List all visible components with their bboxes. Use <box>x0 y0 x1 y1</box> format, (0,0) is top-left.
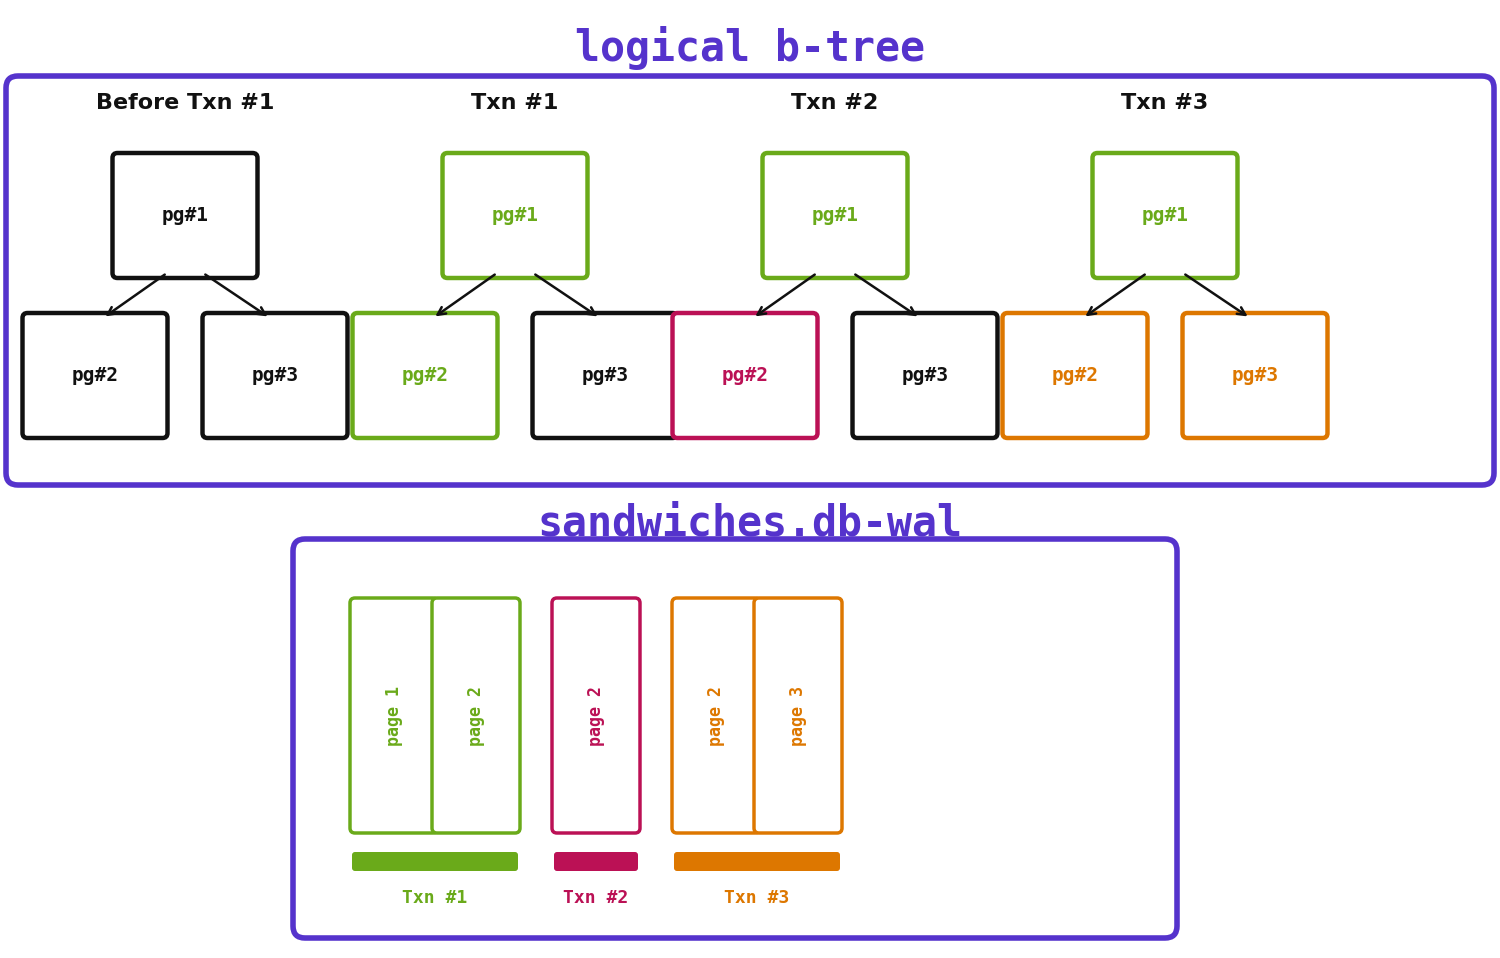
FancyBboxPatch shape <box>442 153 588 278</box>
Text: pg#1: pg#1 <box>162 206 209 225</box>
Text: Txn #3: Txn #3 <box>724 889 789 907</box>
FancyBboxPatch shape <box>762 153 908 278</box>
FancyBboxPatch shape <box>352 852 518 871</box>
Text: pg#3: pg#3 <box>1232 366 1278 385</box>
FancyBboxPatch shape <box>1092 153 1238 278</box>
FancyBboxPatch shape <box>22 313 168 438</box>
FancyBboxPatch shape <box>674 852 840 871</box>
FancyBboxPatch shape <box>112 153 258 278</box>
Text: Txn #1: Txn #1 <box>402 889 468 907</box>
FancyBboxPatch shape <box>754 598 842 833</box>
Text: page 2: page 2 <box>466 686 484 745</box>
FancyBboxPatch shape <box>1002 313 1148 438</box>
FancyBboxPatch shape <box>852 313 998 438</box>
Text: page 2: page 2 <box>586 686 604 745</box>
Text: pg#2: pg#2 <box>1052 366 1098 385</box>
FancyBboxPatch shape <box>672 313 818 438</box>
Text: Before Txn #1: Before Txn #1 <box>96 93 274 113</box>
Text: logical b-tree: logical b-tree <box>574 26 926 70</box>
FancyBboxPatch shape <box>202 313 348 438</box>
Text: pg#3: pg#3 <box>902 366 948 385</box>
Text: pg#1: pg#1 <box>812 206 858 225</box>
FancyBboxPatch shape <box>1182 313 1328 438</box>
FancyBboxPatch shape <box>432 598 520 833</box>
FancyBboxPatch shape <box>532 313 678 438</box>
Text: pg#1: pg#1 <box>1142 206 1188 225</box>
FancyBboxPatch shape <box>6 76 1494 485</box>
Text: pg#3: pg#3 <box>252 366 298 385</box>
Text: Txn #2: Txn #2 <box>564 889 628 907</box>
Text: sandwiches.db-wal: sandwiches.db-wal <box>537 502 963 544</box>
Text: pg#2: pg#2 <box>72 366 118 385</box>
Text: page 3: page 3 <box>789 686 807 745</box>
FancyBboxPatch shape <box>352 313 498 438</box>
Text: pg#2: pg#2 <box>722 366 768 385</box>
FancyBboxPatch shape <box>672 598 760 833</box>
Text: page 2: page 2 <box>706 686 724 745</box>
FancyBboxPatch shape <box>292 539 1178 938</box>
FancyBboxPatch shape <box>552 598 640 833</box>
Text: page 1: page 1 <box>386 686 404 745</box>
Text: Txn #1: Txn #1 <box>471 93 558 113</box>
Text: pg#1: pg#1 <box>492 206 538 225</box>
Text: pg#3: pg#3 <box>582 366 628 385</box>
Text: pg#2: pg#2 <box>402 366 448 385</box>
FancyBboxPatch shape <box>350 598 438 833</box>
FancyBboxPatch shape <box>554 852 638 871</box>
Text: Txn #3: Txn #3 <box>1122 93 1209 113</box>
Text: Txn #2: Txn #2 <box>792 93 879 113</box>
